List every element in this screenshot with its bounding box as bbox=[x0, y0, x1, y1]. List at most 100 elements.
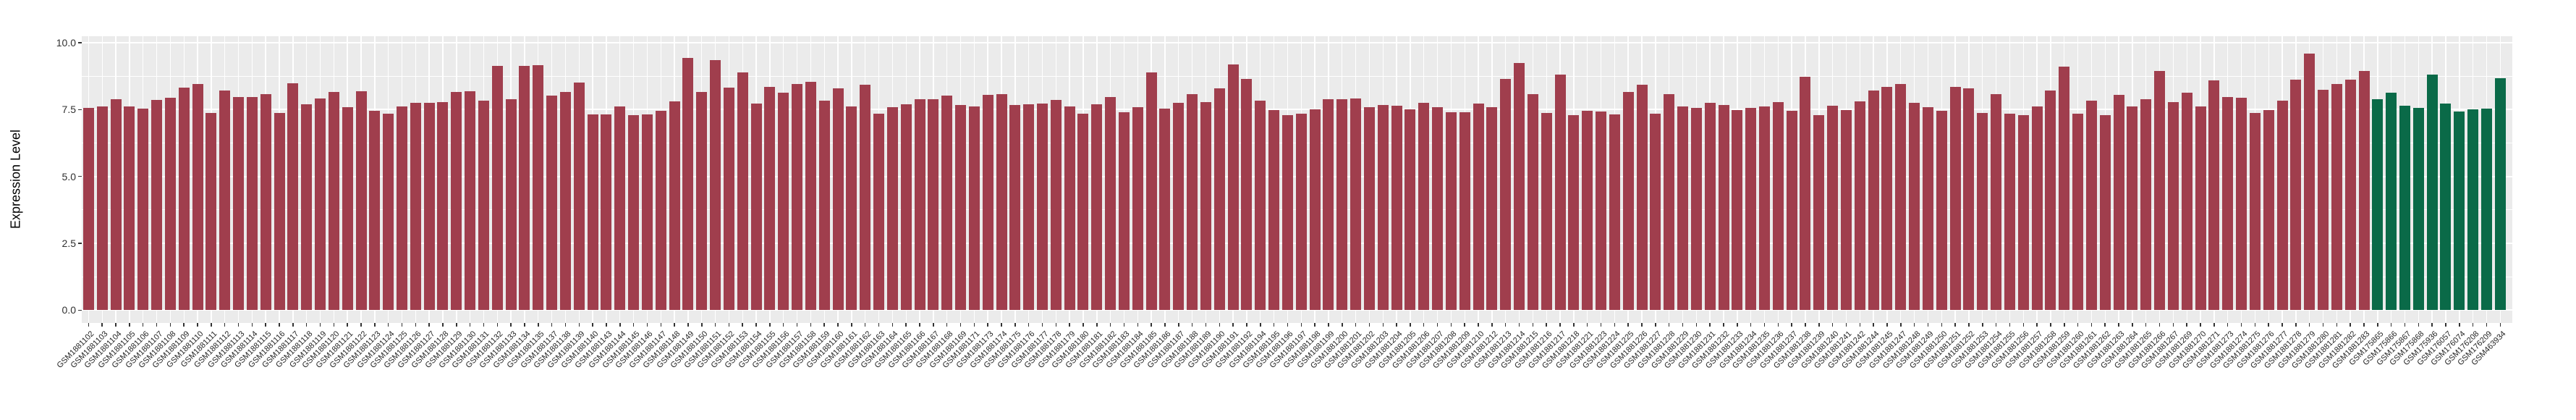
bar bbox=[873, 114, 885, 311]
bar bbox=[886, 107, 898, 311]
x-tick bbox=[905, 323, 907, 327]
y-tick bbox=[78, 109, 82, 111]
x-tick bbox=[333, 323, 335, 327]
bar bbox=[423, 102, 435, 311]
x-tick bbox=[442, 323, 444, 327]
bar bbox=[246, 96, 258, 311]
bar bbox=[778, 92, 789, 311]
bar bbox=[1159, 108, 1171, 311]
x-tick bbox=[1518, 323, 1520, 327]
bar bbox=[491, 65, 503, 311]
x-tick bbox=[2472, 323, 2474, 327]
x-tick bbox=[129, 323, 130, 327]
bar bbox=[2331, 83, 2342, 311]
bar bbox=[2195, 106, 2206, 311]
x-tick bbox=[1655, 323, 1656, 327]
x-tick bbox=[1041, 323, 1043, 327]
x-tick bbox=[2050, 323, 2051, 327]
bar bbox=[2059, 67, 2070, 311]
bar bbox=[437, 101, 449, 311]
bar bbox=[287, 83, 299, 311]
x-tick bbox=[1001, 323, 1002, 327]
bar bbox=[696, 92, 708, 311]
bar bbox=[178, 87, 190, 311]
bar bbox=[1922, 107, 1933, 311]
bar bbox=[2031, 106, 2043, 311]
y-tick-label: 5.0 bbox=[62, 170, 76, 182]
x-tick bbox=[2227, 323, 2229, 327]
bar bbox=[1800, 77, 1811, 311]
bar bbox=[164, 98, 176, 311]
bar bbox=[968, 106, 980, 311]
bar bbox=[1936, 110, 1947, 311]
x-tick bbox=[1586, 323, 1588, 327]
x-tick bbox=[1682, 323, 1684, 327]
bar bbox=[628, 115, 640, 311]
bar bbox=[710, 60, 721, 311]
x-tick bbox=[360, 323, 362, 327]
bar bbox=[1377, 105, 1389, 311]
bar bbox=[655, 110, 666, 311]
x-tick bbox=[592, 323, 593, 327]
bar bbox=[533, 64, 544, 311]
x-tick bbox=[1668, 323, 1670, 327]
bar bbox=[914, 98, 925, 311]
x-tick bbox=[1831, 323, 1834, 327]
bar bbox=[1268, 110, 1280, 311]
x-tick bbox=[2009, 323, 2011, 327]
x-tick bbox=[1600, 323, 1602, 327]
x-tick bbox=[2090, 323, 2093, 327]
bar bbox=[682, 57, 694, 311]
x-tick bbox=[1818, 323, 1820, 327]
x-tick bbox=[1396, 323, 1397, 327]
bar bbox=[737, 72, 748, 311]
x-tick bbox=[959, 323, 962, 327]
bar bbox=[996, 93, 1007, 311]
bar bbox=[1309, 109, 1321, 311]
bar bbox=[396, 106, 407, 311]
x-tick bbox=[2431, 323, 2433, 327]
x-tick bbox=[1410, 323, 1411, 327]
x-tick bbox=[1151, 323, 1152, 327]
bar bbox=[2072, 114, 2084, 311]
bar bbox=[2412, 107, 2424, 311]
bar bbox=[2263, 110, 2274, 311]
x-tick bbox=[115, 323, 116, 327]
bar bbox=[559, 91, 571, 311]
x-tick bbox=[2268, 323, 2269, 327]
bar bbox=[1227, 64, 1239, 311]
x-tick bbox=[796, 323, 798, 327]
bar bbox=[328, 91, 339, 311]
bar bbox=[1009, 105, 1021, 311]
bar bbox=[1432, 106, 1444, 311]
x-tick bbox=[224, 323, 226, 327]
x-tick bbox=[1886, 323, 1888, 327]
bar bbox=[137, 109, 149, 311]
bar bbox=[2399, 106, 2410, 311]
x-tick bbox=[2486, 323, 2488, 327]
x-tick bbox=[1232, 323, 1234, 327]
x-tick bbox=[1546, 323, 1547, 327]
bar bbox=[1963, 88, 1975, 311]
bar bbox=[1554, 75, 1566, 311]
bar bbox=[2372, 98, 2384, 311]
x-tick bbox=[415, 323, 417, 327]
bar bbox=[818, 100, 830, 311]
x-tick bbox=[428, 323, 430, 327]
x-tick bbox=[401, 323, 403, 327]
bar bbox=[1105, 97, 1117, 311]
bar bbox=[1350, 98, 1362, 311]
bar bbox=[206, 113, 217, 311]
x-tick bbox=[1859, 323, 1861, 327]
x-tick bbox=[1709, 323, 1711, 327]
bar bbox=[1514, 63, 1525, 311]
bar bbox=[1732, 110, 1743, 311]
x-tick bbox=[305, 323, 308, 327]
bar bbox=[2276, 100, 2288, 311]
x-tick bbox=[919, 323, 920, 327]
x-tick bbox=[1055, 323, 1057, 327]
x-tick bbox=[1532, 323, 1534, 327]
bar bbox=[1854, 101, 1865, 311]
bar bbox=[465, 91, 476, 311]
